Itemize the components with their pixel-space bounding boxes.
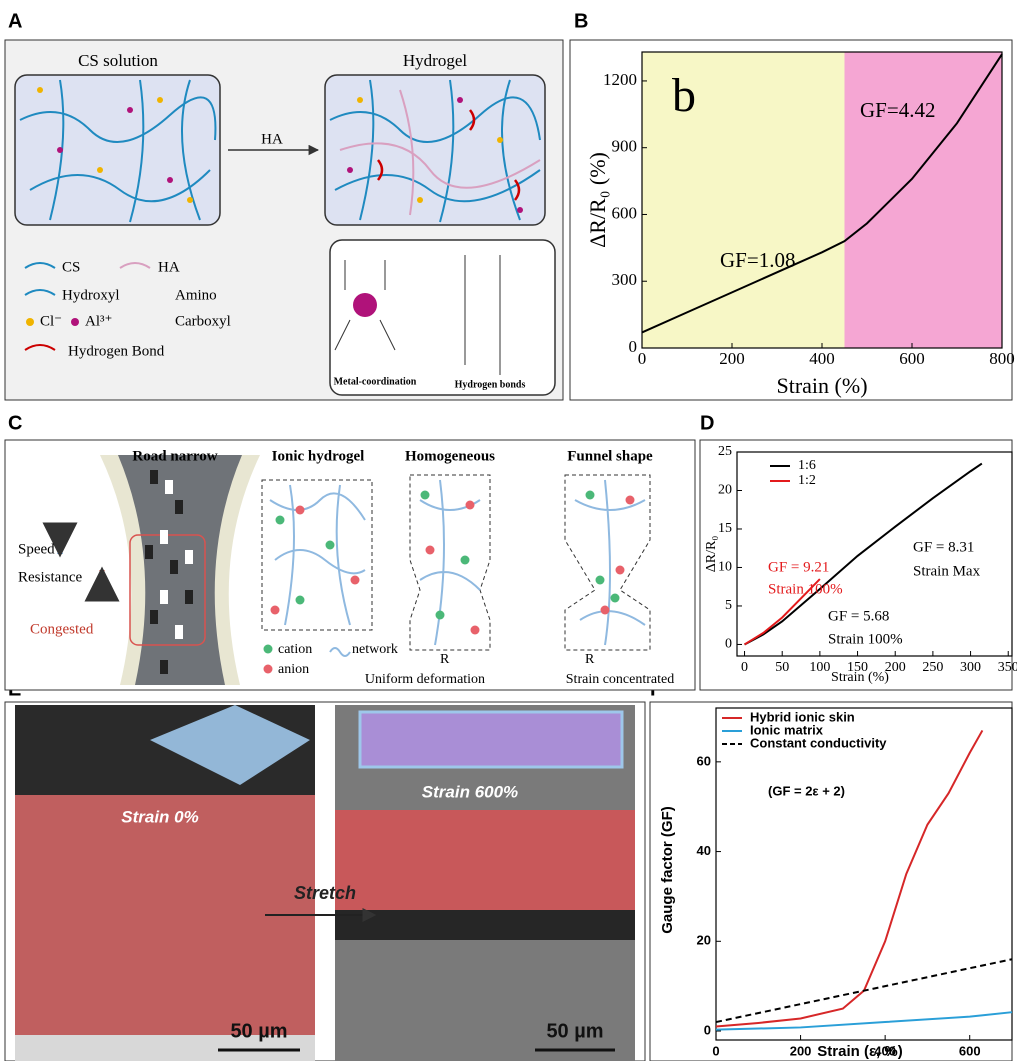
legend-icon: [71, 318, 79, 326]
y-tick-label: 25: [718, 444, 732, 459]
y-tick-label: 20: [718, 483, 732, 498]
legend-icon: [26, 318, 34, 326]
y-tick-label: 60: [697, 753, 711, 768]
x-tick-label: 600: [899, 349, 925, 368]
box-title: Hydrogel: [403, 51, 467, 70]
bottom-label: Uniform deformation: [365, 672, 485, 687]
x-tick-label: 350: [998, 660, 1017, 675]
y-tick-label: 15: [718, 521, 732, 536]
scale-label: 50 µm: [546, 1020, 603, 1042]
bottom-label: Strain concentrated: [566, 672, 674, 687]
legend-text: cation: [278, 642, 312, 657]
panel-e: Strain 0% Strain 600% Stretch 50 µm 50 µ…: [5, 702, 645, 1061]
x-tick-label: 400: [809, 349, 835, 368]
sem-fiber: [335, 810, 635, 910]
side-label: Resistance: [18, 569, 82, 585]
panel-a: CS solution Hydrogel HA CS HA Hydroxyl A…: [5, 40, 563, 400]
y-axis-label: ΔR/R₀ (%): [585, 152, 610, 248]
legend-label: Constant conductivity: [750, 735, 887, 750]
y-axis-label: Gauge factor (GF): [659, 806, 676, 934]
annotation: GF = 5.68: [828, 608, 889, 624]
image-label: Strain 600%: [422, 782, 518, 801]
legend-text: Carboxyl: [175, 313, 231, 329]
annotation: b: [672, 69, 696, 122]
caption: Metal-coordination: [334, 376, 417, 387]
panel-label: C: [8, 412, 22, 434]
sem-background: [335, 910, 635, 940]
annotation: Strain Max: [913, 563, 981, 579]
x-tick-label: 0: [712, 1043, 719, 1058]
y-tick-label: 20: [697, 933, 711, 948]
x-tick-label: 300: [960, 660, 981, 675]
caption: Hydrogen bonds: [455, 379, 526, 390]
legend-text: CS: [62, 259, 80, 275]
x-axis-label: Strain (%): [776, 373, 867, 398]
x-tick-label: 0: [638, 349, 647, 368]
figure: A B C D E F CS solution Hydrogel HA CS H…: [0, 0, 1017, 1061]
y-tick-label: 5: [725, 598, 732, 613]
annotation: (GF = 2ε + 2): [768, 783, 845, 798]
y-tick-label: 10: [718, 560, 732, 575]
y-tick-label: 0: [725, 637, 732, 652]
annotation: Strain 100%: [768, 581, 843, 597]
r-label: R: [585, 652, 595, 667]
box-title: CS solution: [78, 51, 158, 70]
y-tick-label: 1200: [603, 70, 637, 89]
panel-label: A: [8, 10, 22, 32]
legend-icon: [264, 665, 273, 674]
legend-text: Hydroxyl: [62, 287, 120, 303]
x-tick-label: 100: [809, 660, 830, 675]
legend-text: network: [352, 642, 398, 657]
al-ion: [353, 293, 377, 317]
title: Homogeneous: [405, 448, 495, 464]
image-label: Stretch: [294, 883, 356, 903]
legend-icon: [264, 645, 273, 654]
y-tick-label: 0: [629, 337, 638, 356]
legend-label: 1:2: [798, 473, 816, 488]
legend-text: Al³⁺: [85, 313, 112, 329]
x-tick-label: 200: [790, 1043, 812, 1058]
y-tick-label: 300: [612, 270, 638, 289]
region: [845, 52, 1003, 348]
x-tick-label: 50: [775, 660, 789, 675]
title: Funnel shape: [567, 448, 653, 464]
y-tick-label: 600: [612, 203, 638, 222]
legend-text: HA: [158, 259, 180, 275]
y-tick-label: 40: [697, 843, 711, 858]
panel-label: D: [700, 412, 714, 434]
annotation: Strain 100%: [828, 631, 903, 647]
panel-label: B: [574, 10, 588, 32]
side-label: Speed: [18, 541, 55, 557]
panel-c: Road narrow Ionic hydrogel Homogeneous F…: [5, 440, 695, 690]
title: Road narrow: [132, 448, 217, 464]
x-tick-label: 250: [922, 660, 943, 675]
arrow-label: HA: [261, 131, 283, 147]
image-label: Strain 0%: [121, 807, 198, 826]
annotation: GF=1.08: [720, 248, 795, 272]
y-tick-label: 0: [704, 1022, 711, 1037]
side-label: Congested: [30, 621, 94, 637]
legend-text: Amino: [175, 287, 217, 303]
r-label: R: [440, 652, 450, 667]
legend-text: Hydrogen Bond: [68, 343, 165, 359]
annotation: GF = 8.31: [913, 539, 974, 555]
scale-label: 50 µm: [230, 1020, 287, 1042]
title: Ionic hydrogel: [272, 448, 365, 464]
x-tick-label: 800: [989, 349, 1015, 368]
legend-text: anion: [278, 662, 309, 677]
x-tick-label: 600: [959, 1043, 981, 1058]
box: [330, 240, 555, 395]
x-tick-label: 200: [719, 349, 745, 368]
annotation: GF=4.42: [860, 98, 935, 122]
y-tick-label: 900: [612, 137, 638, 156]
annotation: GF = 9.21: [768, 559, 829, 575]
y-axis-label: ΔR/R₀: [704, 536, 719, 573]
x-axis-label: Strain (ε, %): [817, 1043, 902, 1060]
x-tick-label: 0: [741, 660, 748, 675]
legend-text: Cl⁻: [40, 313, 62, 329]
legend-label: 1:6: [798, 458, 816, 473]
x-axis-label: Strain (%): [831, 670, 889, 685]
fiber-sketch: [360, 712, 622, 767]
